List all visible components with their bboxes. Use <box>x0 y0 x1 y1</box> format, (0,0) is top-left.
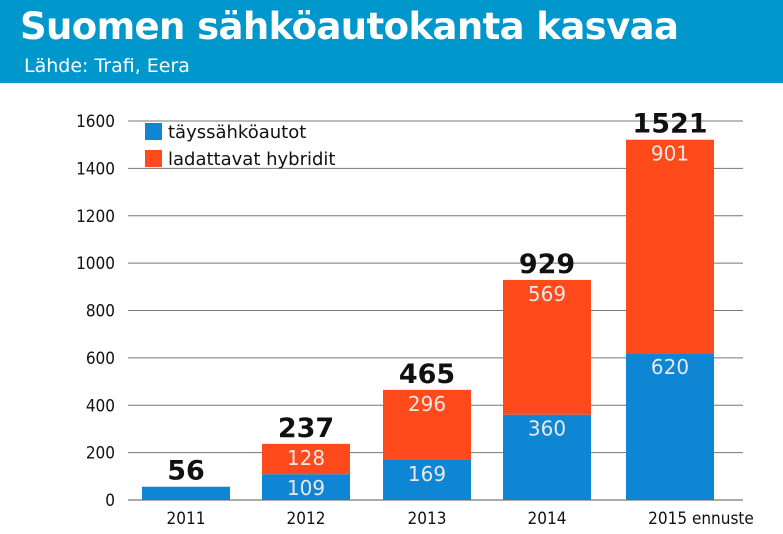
legend-swatch-full-electric <box>145 123 162 140</box>
bar-segment-full-electric <box>262 474 350 500</box>
bar-segment-full-electric <box>626 353 714 500</box>
y-tick-label: 1600 <box>76 112 115 132</box>
bar-total-label: 465 <box>399 359 455 390</box>
segment-value-label: 296 <box>408 392 446 416</box>
segment-value-label: 620 <box>651 355 689 379</box>
stacked-bar-chart: 0 200 400 600 800 1000 1200 1400 1600 56 2011 109 12… <box>76 109 754 529</box>
segment-value-label: 128 <box>287 446 325 470</box>
y-tick-label: 0 <box>105 491 115 511</box>
bar-total-label: 237 <box>278 413 334 444</box>
bar-segment-full-electric <box>503 414 591 500</box>
segment-value-label: 901 <box>651 142 689 166</box>
segment-value-label: 169 <box>408 462 446 486</box>
y-tick-label: 600 <box>86 349 115 369</box>
legend: täyssähköautot ladattavat hybridit <box>145 122 335 170</box>
x-tick-label: 2014 <box>528 509 567 529</box>
bar-segment-hybrid <box>503 279 591 415</box>
x-tick-label: 2011 <box>167 509 206 529</box>
x-tick-label: 2012 <box>287 509 326 529</box>
bar-segment-full-electric <box>383 459 471 500</box>
bar-segment-hybrid <box>383 389 471 460</box>
legend-swatch-hybrid <box>145 150 162 167</box>
x-tick-label: 2015 ennuste <box>648 509 754 529</box>
gridlines <box>128 120 743 501</box>
x-tick-label: 2013 <box>408 509 447 529</box>
y-tick-label: 1400 <box>76 159 115 179</box>
bar-segment-full-electric <box>142 486 230 500</box>
legend-label: täyssähköautot <box>168 122 306 143</box>
bar-total-label: 929 <box>519 249 575 280</box>
bar-segment-hybrid <box>626 139 714 354</box>
y-tick-label: 200 <box>86 444 115 464</box>
chart-source: Lähde: Trafi, Eera <box>24 55 190 77</box>
segment-value-label: 109 <box>287 476 325 500</box>
segment-value-label: 360 <box>528 417 566 441</box>
bar-total-label: 56 <box>167 456 205 487</box>
segment-value-label: 569 <box>528 282 566 306</box>
y-tick-label: 400 <box>86 396 115 416</box>
y-tick-label: 1200 <box>76 207 115 227</box>
bar-segment-hybrid <box>262 443 350 475</box>
legend-label: ladattavat hybridit <box>168 149 335 170</box>
y-tick-label: 1000 <box>76 254 115 274</box>
header-bar: Suomen sähköautokanta kasvaa Lähde: Traf… <box>0 0 783 83</box>
labels: 0 200 400 600 800 1000 1200 1400 1600 56 2011 109 12… <box>76 109 754 529</box>
bar-total-label: 1521 <box>632 109 707 140</box>
chart-title: Suomen sähköautokanta kasvaa <box>20 5 679 48</box>
bars <box>142 139 714 500</box>
y-tick-label: 800 <box>86 302 115 322</box>
